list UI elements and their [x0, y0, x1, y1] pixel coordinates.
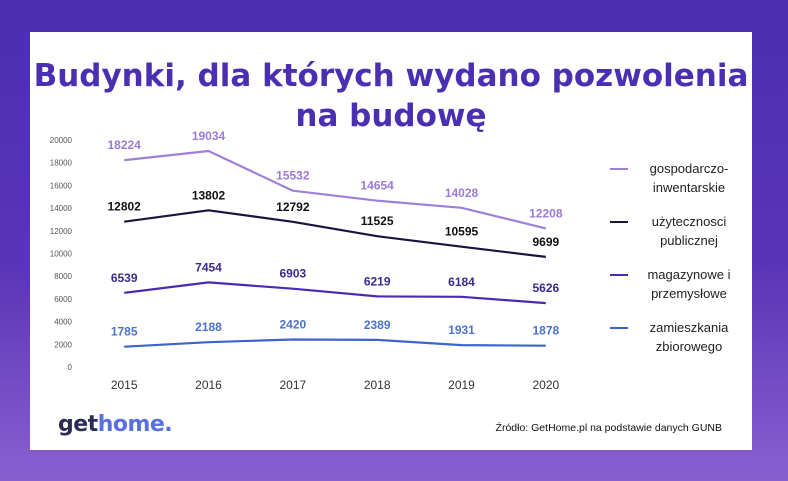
x-tick-label: 2020 — [532, 378, 559, 392]
data-label: 2188 — [195, 320, 222, 334]
series-line-3 — [124, 281, 546, 305]
data-label: 6903 — [279, 267, 306, 281]
legend-swatch — [610, 327, 628, 329]
y-tick-label: 4000 — [54, 318, 72, 327]
legend-swatch — [610, 274, 628, 276]
data-label: 1931 — [448, 323, 475, 337]
data-label: 19034 — [192, 129, 226, 143]
data-label: 12208 — [529, 206, 563, 220]
x-tick-label: 2016 — [195, 378, 222, 392]
data-label: 15532 — [276, 169, 310, 183]
legend-label-line: magazynowe i — [647, 267, 731, 282]
legend-label-line: publicznej — [660, 233, 718, 248]
legend-label: magazynowe i przemysłowe — [634, 265, 744, 303]
data-label: 12802 — [107, 200, 141, 214]
legend-label: zamieszkania zbiorowego — [634, 318, 744, 356]
y-tick-label: 2000 — [54, 340, 72, 349]
x-tick-label: 2017 — [279, 378, 306, 392]
series-line-4 — [124, 338, 546, 348]
data-label: 12792 — [276, 200, 310, 214]
legend-label: gospodarczo-inwentarskie — [634, 159, 744, 197]
chart-title: Budynki, dla których wydano pozwolenia n… — [30, 56, 752, 136]
legend-label: użytecznosci publicznej — [634, 212, 744, 250]
data-label: 18224 — [107, 138, 141, 152]
series-line-2 — [124, 209, 546, 258]
y-tick-label: 18000 — [50, 159, 73, 168]
chart-card: Budynki, dla których wydano pozwolenia n… — [30, 32, 752, 450]
data-label: 6539 — [111, 271, 138, 285]
x-tick-label: 2015 — [111, 378, 138, 392]
legend-label-line: zbiorowego — [655, 339, 723, 354]
data-label: 7454 — [195, 260, 222, 274]
y-tick-label: 6000 — [54, 295, 72, 304]
legend-label-line: przemysłowe — [651, 286, 727, 301]
data-label: 2420 — [279, 318, 306, 332]
data-label: 11525 — [361, 214, 394, 228]
legend-label-line: użytecznosci — [651, 214, 727, 229]
legend-label-line: gospodarczo- — [649, 161, 729, 176]
y-tick-label: 10000 — [50, 250, 73, 259]
legend-swatch — [610, 168, 628, 170]
series-line-1 — [124, 149, 547, 230]
legend-swatch — [610, 221, 628, 223]
chart-title-line-1: Budynki, dla których wydano pozwolenia — [33, 58, 749, 94]
data-label: 10595 — [445, 225, 479, 239]
y-tick-label: 12000 — [50, 227, 73, 236]
legend-label-line: zamieszkania — [649, 320, 729, 335]
legend-label-line: inwentarskie — [652, 180, 726, 195]
chart-title-line-2: na budowę — [295, 98, 487, 134]
data-label: 6184 — [448, 275, 475, 289]
y-tick-label: 20000 — [50, 136, 73, 145]
logo-part-home: home. — [97, 412, 173, 437]
data-label: 6219 — [364, 274, 391, 288]
y-tick-label: 14000 — [50, 204, 73, 213]
y-tick-label: 16000 — [50, 181, 73, 190]
data-label: 14654 — [360, 179, 394, 193]
data-label: 14028 — [445, 186, 479, 200]
data-label: 5626 — [532, 281, 559, 295]
data-label: 2389 — [364, 318, 391, 332]
logo-part-get: get — [58, 412, 98, 437]
y-tick-label: 0 — [68, 363, 73, 372]
y-tick-label: 8000 — [54, 272, 72, 281]
data-label: 1878 — [532, 324, 559, 338]
data-label: 9699 — [532, 235, 559, 249]
x-tick-label: 2019 — [448, 378, 475, 392]
data-label: 1785 — [111, 325, 138, 339]
source-note: Źródło: GetHome.pl na podstawie danych G… — [495, 422, 722, 434]
line-chart: 0 2000 4000 6000 8000 10000 12000 14000 16000 180… — [50, 129, 563, 392]
gethome-logo: gethome. — [58, 412, 173, 437]
x-tick-label: 2018 — [364, 378, 391, 392]
data-label: 13802 — [192, 188, 226, 202]
